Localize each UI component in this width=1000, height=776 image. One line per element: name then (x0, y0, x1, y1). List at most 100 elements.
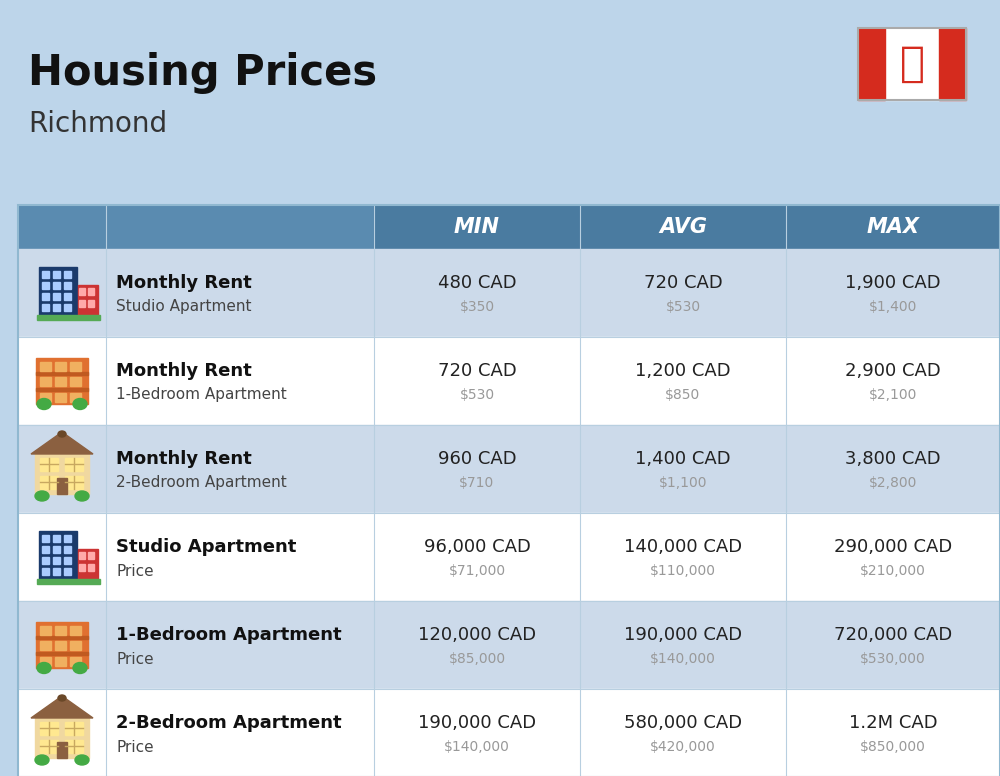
Text: 3,800 CAD: 3,800 CAD (845, 450, 941, 468)
Bar (53, 271, 60, 278)
Bar (53, 568, 60, 575)
Ellipse shape (35, 755, 49, 765)
Bar (53, 293, 60, 300)
Bar (40, 362, 51, 371)
Text: Monthly Rent: Monthly Rent (116, 450, 252, 468)
Bar (36, 372, 88, 376)
Bar (65, 740, 83, 753)
Text: AVG: AVG (659, 217, 707, 237)
Text: Price: Price (116, 563, 154, 578)
Bar (39, 531, 77, 583)
Text: Price: Price (116, 740, 154, 754)
Bar (64, 546, 71, 553)
Text: 720 CAD: 720 CAD (438, 362, 516, 380)
Bar (64, 293, 71, 300)
Bar (55, 377, 66, 386)
Bar (79, 300, 85, 307)
Bar (40, 377, 51, 386)
Bar (42, 293, 49, 300)
Bar (42, 546, 49, 553)
Text: Richmond: Richmond (28, 110, 167, 138)
Text: 2-Bedroom Apartment: 2-Bedroom Apartment (116, 476, 287, 490)
Bar (53, 304, 60, 311)
Bar (70, 626, 81, 635)
Bar (36, 636, 88, 639)
Bar (64, 271, 71, 278)
Text: 960 CAD: 960 CAD (438, 450, 516, 468)
Text: $530,000: $530,000 (860, 652, 926, 666)
Bar (64, 282, 71, 289)
Bar (40, 476, 58, 489)
Bar (70, 393, 81, 402)
Bar (18, 337, 1000, 425)
Bar (40, 393, 51, 402)
Bar (55, 656, 66, 666)
Text: 1,400 CAD: 1,400 CAD (635, 450, 731, 468)
Ellipse shape (37, 663, 51, 674)
Bar (55, 641, 66, 650)
Ellipse shape (75, 491, 89, 501)
Bar (64, 304, 71, 311)
Polygon shape (31, 432, 93, 454)
Bar (39, 267, 77, 319)
Text: 1-Bedroom Apartment: 1-Bedroom Apartment (116, 387, 287, 403)
Bar (55, 393, 66, 402)
Bar (18, 513, 1000, 601)
Bar (939, 28, 966, 100)
Text: $140,000: $140,000 (650, 652, 716, 666)
Ellipse shape (73, 399, 87, 410)
Text: 290,000 CAD: 290,000 CAD (834, 538, 952, 556)
Bar (36, 622, 88, 668)
Text: Monthly Rent: Monthly Rent (116, 362, 252, 380)
Text: $530: $530 (459, 388, 495, 402)
Bar (53, 535, 60, 542)
Bar (57, 478, 67, 494)
Bar (88, 552, 94, 559)
Text: $2,100: $2,100 (869, 388, 917, 402)
Bar (858, 28, 885, 100)
Bar (79, 552, 85, 559)
Bar (18, 601, 1000, 689)
Text: 1.2M CAD: 1.2M CAD (849, 714, 937, 732)
Text: $110,000: $110,000 (650, 564, 716, 578)
Bar (37, 579, 100, 584)
Bar (70, 656, 81, 666)
Bar (40, 740, 58, 753)
Polygon shape (31, 696, 93, 718)
Ellipse shape (37, 399, 51, 410)
Bar (64, 557, 71, 564)
Text: $71,000: $71,000 (448, 564, 506, 578)
Text: Housing Prices: Housing Prices (28, 52, 377, 94)
Text: Monthly Rent: Monthly Rent (116, 274, 252, 292)
Text: 2-Bedroom Apartment: 2-Bedroom Apartment (116, 714, 342, 732)
Bar (53, 282, 60, 289)
Bar (42, 557, 49, 564)
Bar (42, 271, 49, 278)
Bar (65, 458, 83, 471)
Text: 1-Bedroom Apartment: 1-Bedroom Apartment (116, 626, 342, 644)
Bar (36, 358, 88, 404)
Text: $350: $350 (459, 300, 495, 314)
Text: 120,000 CAD: 120,000 CAD (418, 626, 536, 644)
Bar (40, 641, 51, 650)
Text: 96,000 CAD: 96,000 CAD (424, 538, 530, 556)
Bar (65, 476, 83, 489)
Text: 480 CAD: 480 CAD (438, 274, 516, 292)
Bar (786, 205, 1000, 249)
Bar (79, 564, 85, 571)
Bar (88, 288, 94, 295)
Bar (18, 205, 374, 249)
Bar (53, 557, 60, 564)
Text: $210,000: $210,000 (860, 564, 926, 578)
Bar (858, 28, 966, 100)
Bar (55, 362, 66, 371)
Bar (18, 205, 1000, 776)
Bar (88, 564, 94, 571)
Ellipse shape (75, 755, 89, 765)
Ellipse shape (35, 491, 49, 501)
Text: $1,400: $1,400 (869, 300, 917, 314)
Text: MAX: MAX (866, 217, 920, 237)
Ellipse shape (58, 431, 66, 437)
Bar (35, 454, 89, 494)
Bar (36, 652, 88, 655)
